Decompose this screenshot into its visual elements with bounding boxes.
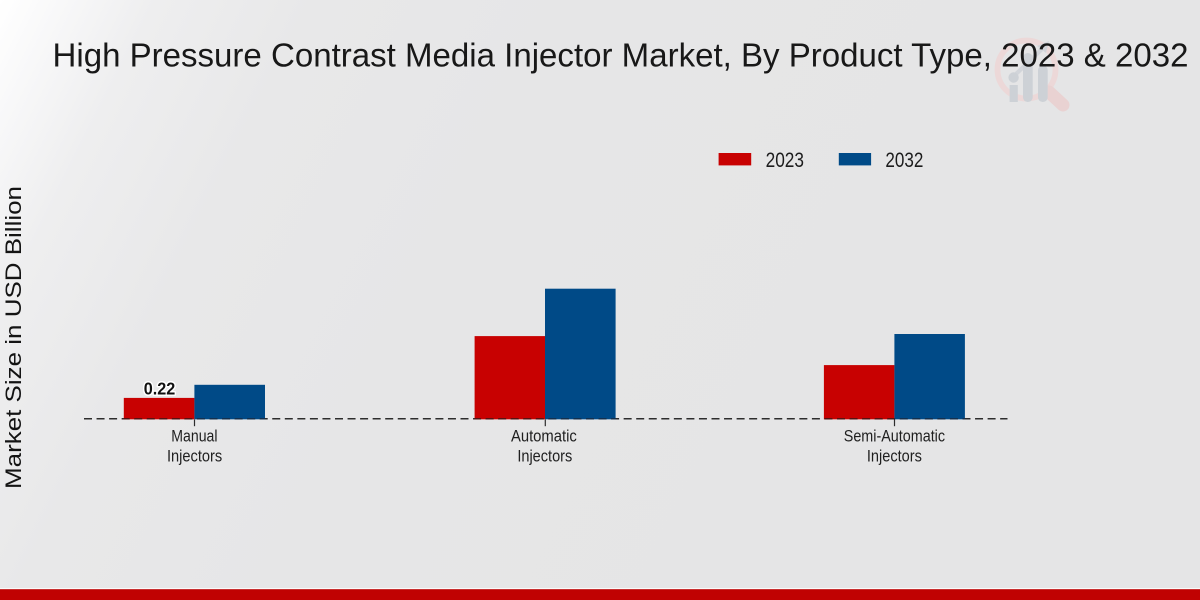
svg-text:0.22: 0.22: [144, 379, 176, 399]
svg-text:2023: 2023: [766, 149, 804, 172]
svg-text:Semi-Automatic: Semi-Automatic: [844, 427, 946, 446]
svg-text:Manual: Manual: [171, 427, 217, 446]
svg-text:Injectors: Injectors: [867, 447, 922, 466]
svg-text:Injectors: Injectors: [517, 447, 572, 466]
svg-text:Automatic: Automatic: [511, 427, 577, 446]
svg-text:2032: 2032: [885, 149, 923, 172]
svg-text:Market Size in USD Billion: Market Size in USD Billion: [1, 186, 26, 489]
svg-text:High Pressure Contrast Media I: High Pressure Contrast Media Injector Ma…: [53, 37, 1189, 74]
svg-text:Injectors: Injectors: [167, 447, 222, 466]
